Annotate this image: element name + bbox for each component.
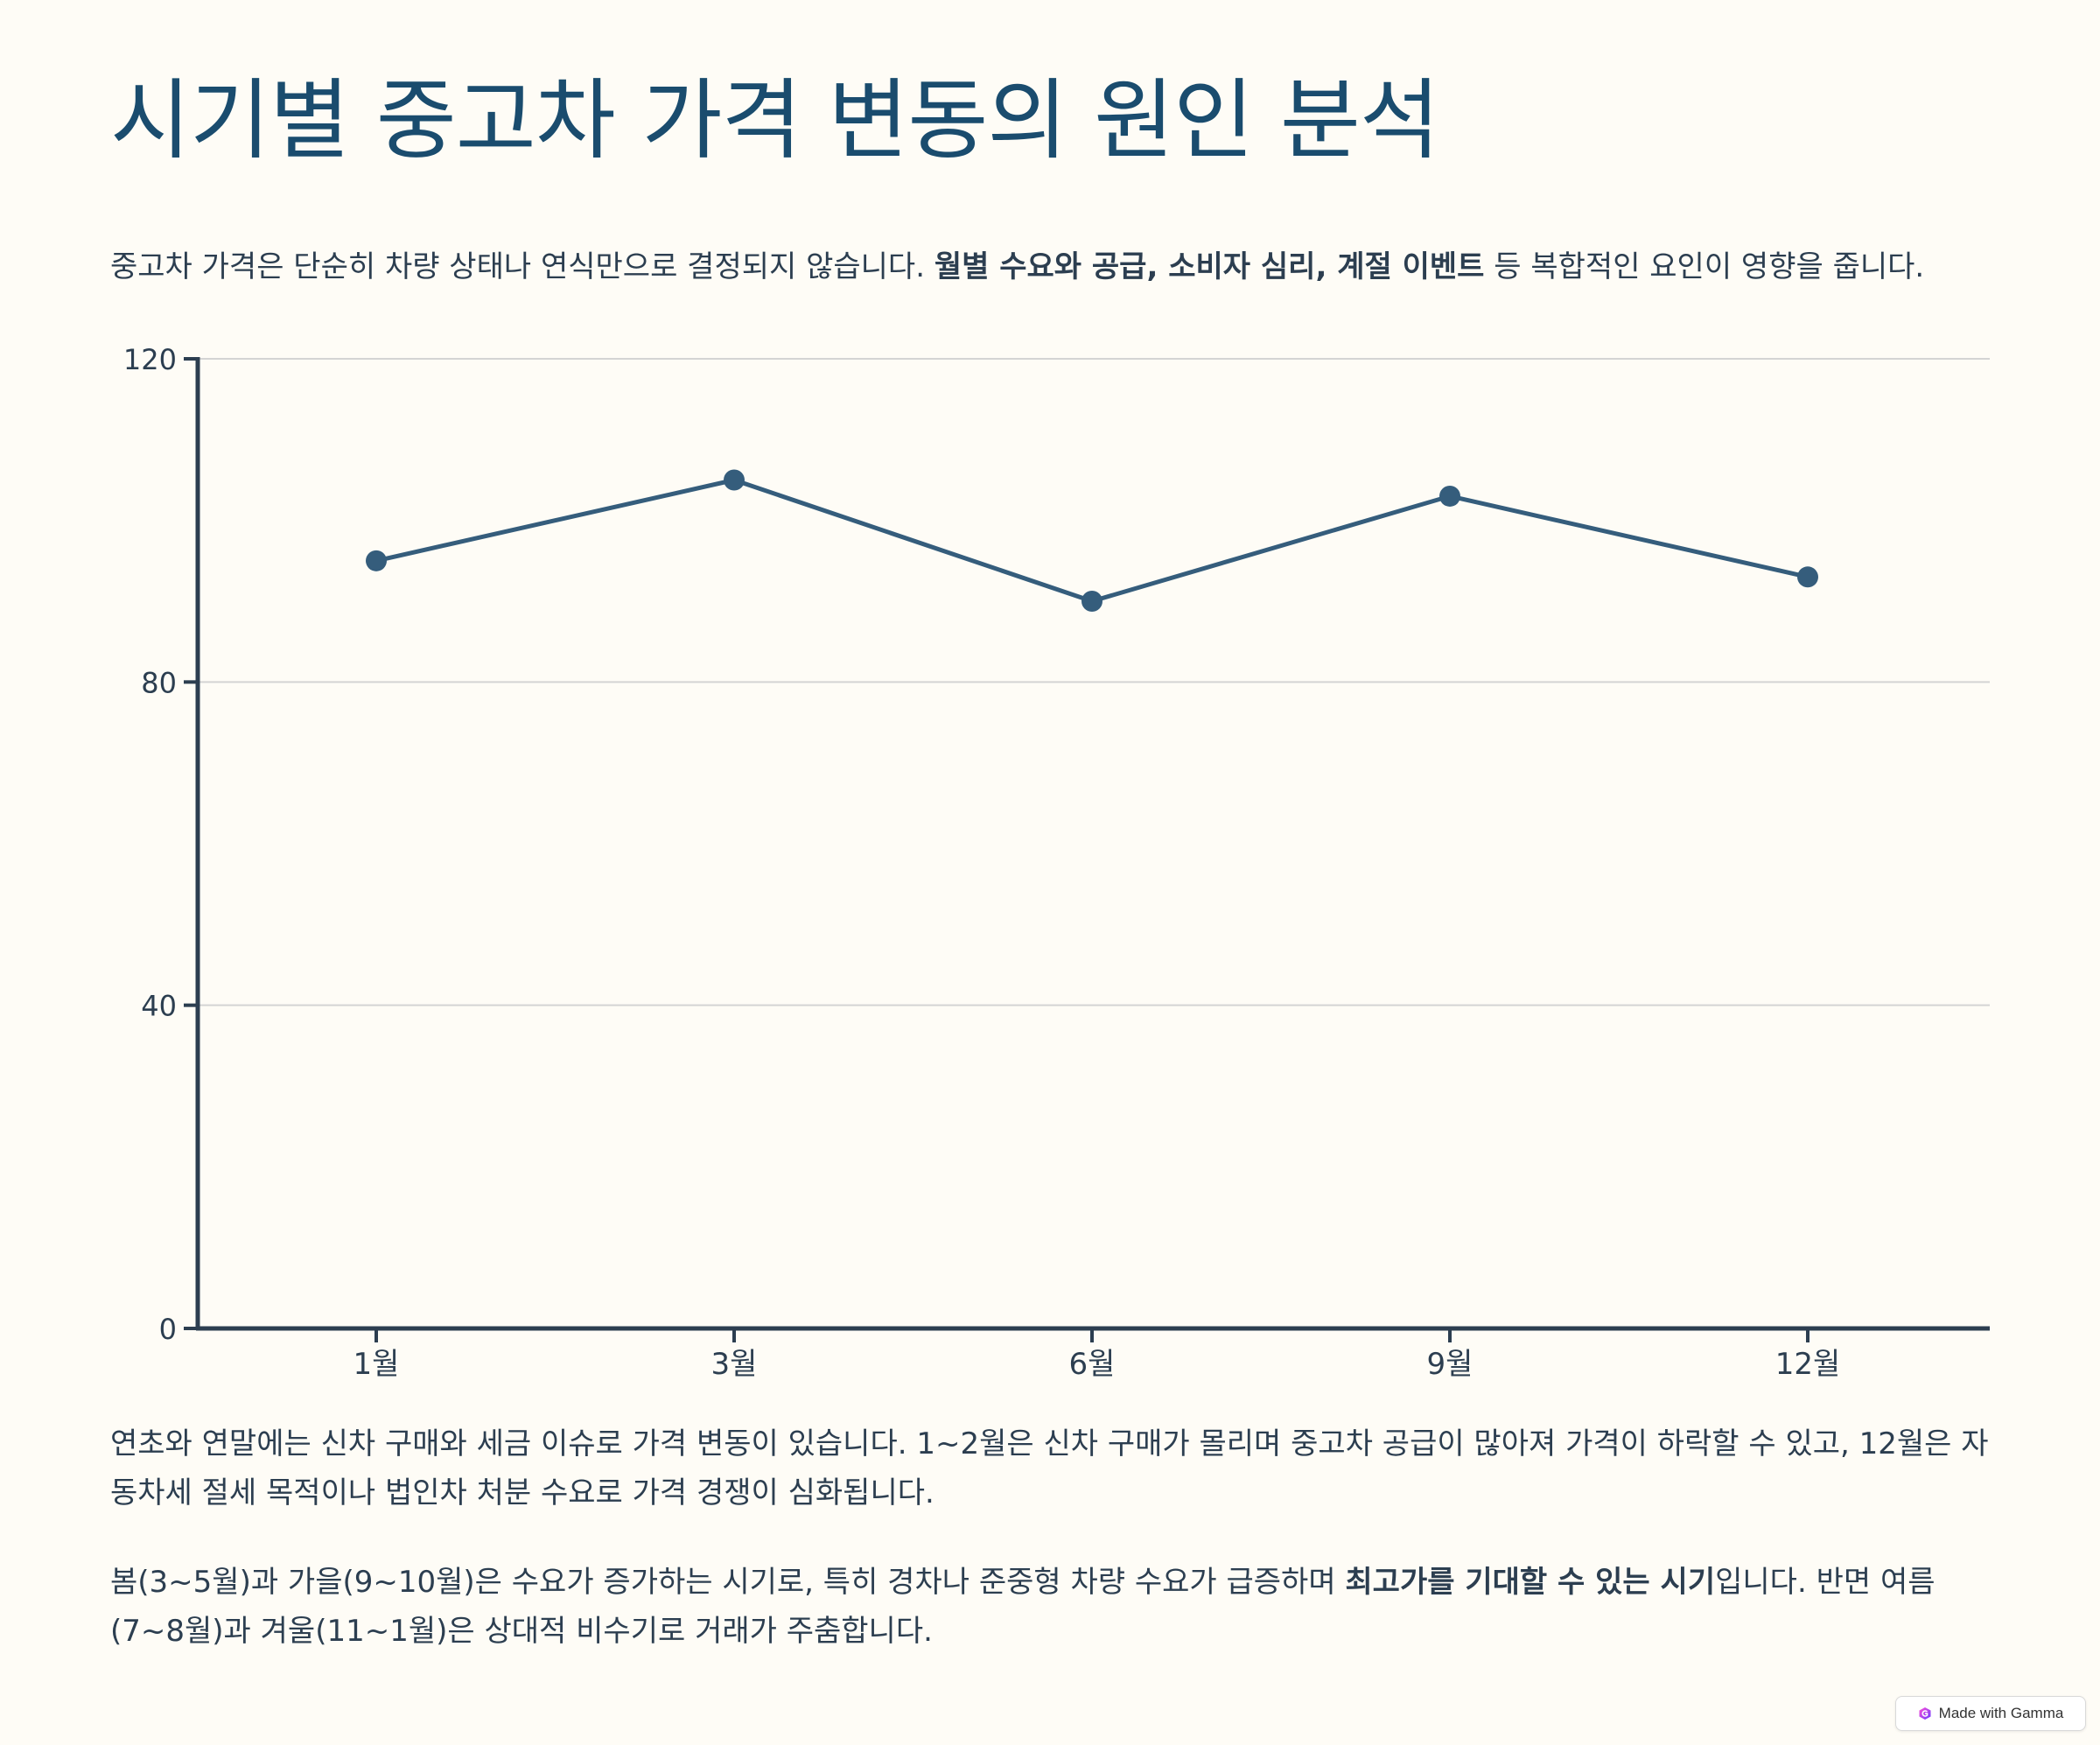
tick-labels: 0 40 80 120 1월 3월 6월 9월 12월 bbox=[123, 343, 1840, 1382]
data-point-9월 bbox=[1439, 485, 1460, 507]
series-line bbox=[375, 478, 1809, 604]
x-tick-label-0: 1월 bbox=[354, 1347, 400, 1382]
badge-label: Made with Gamma bbox=[1938, 1705, 2064, 1721]
y-tick-label-120: 120 bbox=[123, 343, 177, 376]
seasons-text-start: 봄(3~5월)과 가을(9~10월)은 수요가 증가하는 시기로, 특히 경차나… bbox=[110, 1565, 1346, 1600]
data-point-1월 bbox=[366, 550, 387, 571]
seasons-text-end: 입니다. 반면 여름(7~8월)과 겨울(11~1월)은 상대적 비수기로 거래… bbox=[110, 1565, 1936, 1649]
grid-lines bbox=[198, 358, 1990, 1006]
x-tick-label-3: 9월 bbox=[1427, 1347, 1474, 1382]
y-tick-label-0: 0 bbox=[159, 1313, 177, 1346]
y-tick-label-80: 80 bbox=[141, 666, 177, 699]
intro-paragraph: 중고차 가격은 단순히 차량 상태나 연식만으로 결정되지 않습니다. 월별 수… bbox=[110, 245, 1990, 290]
made-with-gamma-badge[interactable]: Made with Gamma bbox=[1895, 1696, 2086, 1731]
gamma-logo-icon bbox=[1919, 1707, 1931, 1720]
line-chart: 0 40 80 120 1월 3월 6월 9월 12월 bbox=[123, 343, 1990, 1382]
intro-text-start: 중고차 가격은 단순히 차량 상태나 연식만으로 결정되지 않습니다. bbox=[110, 249, 934, 284]
data-points bbox=[366, 469, 1818, 612]
x-tick-label-2: 6월 bbox=[1069, 1347, 1116, 1382]
intro-text-bold: 월별 수요와 공급, 소비자 심리, 계절 이벤트 bbox=[934, 249, 1485, 284]
data-point-3월 bbox=[724, 469, 745, 491]
y-tick-label-40: 40 bbox=[141, 990, 177, 1023]
axes bbox=[184, 357, 1990, 1342]
series-line-0 bbox=[375, 478, 1809, 604]
paragraph-seasons: 봄(3~5월)과 가을(9~10월)은 수요가 증가하는 시기로, 특히 경차나… bbox=[110, 1558, 1990, 1656]
paragraph-year-end: 연초와 연말에는 신차 구매와 세금 이슈로 가격 변동이 있습니다. 1~2월… bbox=[110, 1426, 1989, 1510]
data-point-6월 bbox=[1082, 591, 1102, 612]
page-title: 시기별 중고차 가격 변동의 원인 분석 bbox=[110, 69, 1440, 172]
seasons-text-bold: 최고가를 기대할 수 있는 시기 bbox=[1345, 1565, 1716, 1600]
x-tick-label-4: 12월 bbox=[1775, 1347, 1841, 1382]
x-tick-label-1: 3월 bbox=[711, 1347, 758, 1382]
intro-text-end: 등 복합적인 요인이 영향을 줍니다. bbox=[1484, 249, 1925, 284]
data-point-12월 bbox=[1797, 566, 1818, 588]
